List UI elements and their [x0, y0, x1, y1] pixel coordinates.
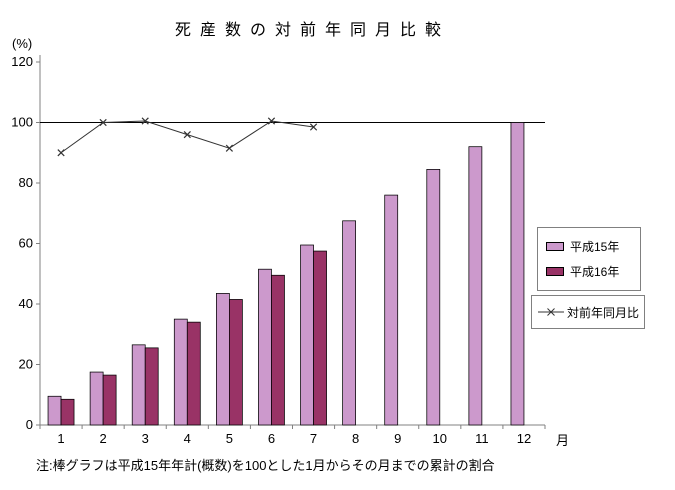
- h15-swatch-icon: [546, 242, 564, 251]
- legend-entry-ratio: 対前年同月比: [538, 304, 644, 320]
- footnote: 注:棒グラフは平成15年年計(概数)を100とした1月からその月までの累計の割合: [36, 458, 495, 473]
- y-axis-unit-label: (%): [12, 36, 33, 51]
- line-x-marker-icon: [538, 307, 564, 317]
- svg-text:40: 40: [19, 296, 33, 311]
- svg-text:5: 5: [226, 431, 233, 446]
- h16-swatch-icon: [546, 267, 564, 276]
- legend-bars: 平成15年 平成16年: [537, 227, 641, 291]
- legend-label-h16: 平成16年: [570, 265, 620, 279]
- legend-entry-h15: 平成15年: [546, 234, 640, 259]
- chart-title: 死産数の対前年同月比較: [174, 22, 450, 39]
- svg-text:60: 60: [19, 236, 33, 251]
- svg-text:100: 100: [11, 115, 33, 130]
- svg-text:11: 11: [475, 431, 489, 446]
- svg-text:10: 10: [433, 431, 447, 446]
- svg-text:20: 20: [19, 357, 33, 372]
- svg-text:120: 120: [11, 54, 33, 69]
- svg-text:2: 2: [100, 431, 107, 446]
- legend-label-ratio: 対前年同月比: [567, 305, 640, 320]
- svg-text:1: 1: [57, 431, 64, 446]
- svg-text:8: 8: [352, 431, 359, 446]
- legend-line: 対前年同月比: [531, 295, 645, 329]
- legend-entry-h16: 平成16年: [546, 259, 640, 284]
- svg-text:9: 9: [394, 431, 401, 446]
- x-axis-unit-label: 月: [556, 433, 570, 448]
- legend-label-h15: 平成15年: [570, 240, 620, 254]
- svg-text:6: 6: [268, 431, 275, 446]
- svg-text:4: 4: [184, 431, 191, 446]
- svg-text:3: 3: [142, 431, 149, 446]
- svg-text:7: 7: [310, 431, 317, 446]
- svg-text:80: 80: [19, 175, 33, 190]
- svg-text:12: 12: [517, 431, 531, 446]
- svg-text:0: 0: [26, 417, 33, 432]
